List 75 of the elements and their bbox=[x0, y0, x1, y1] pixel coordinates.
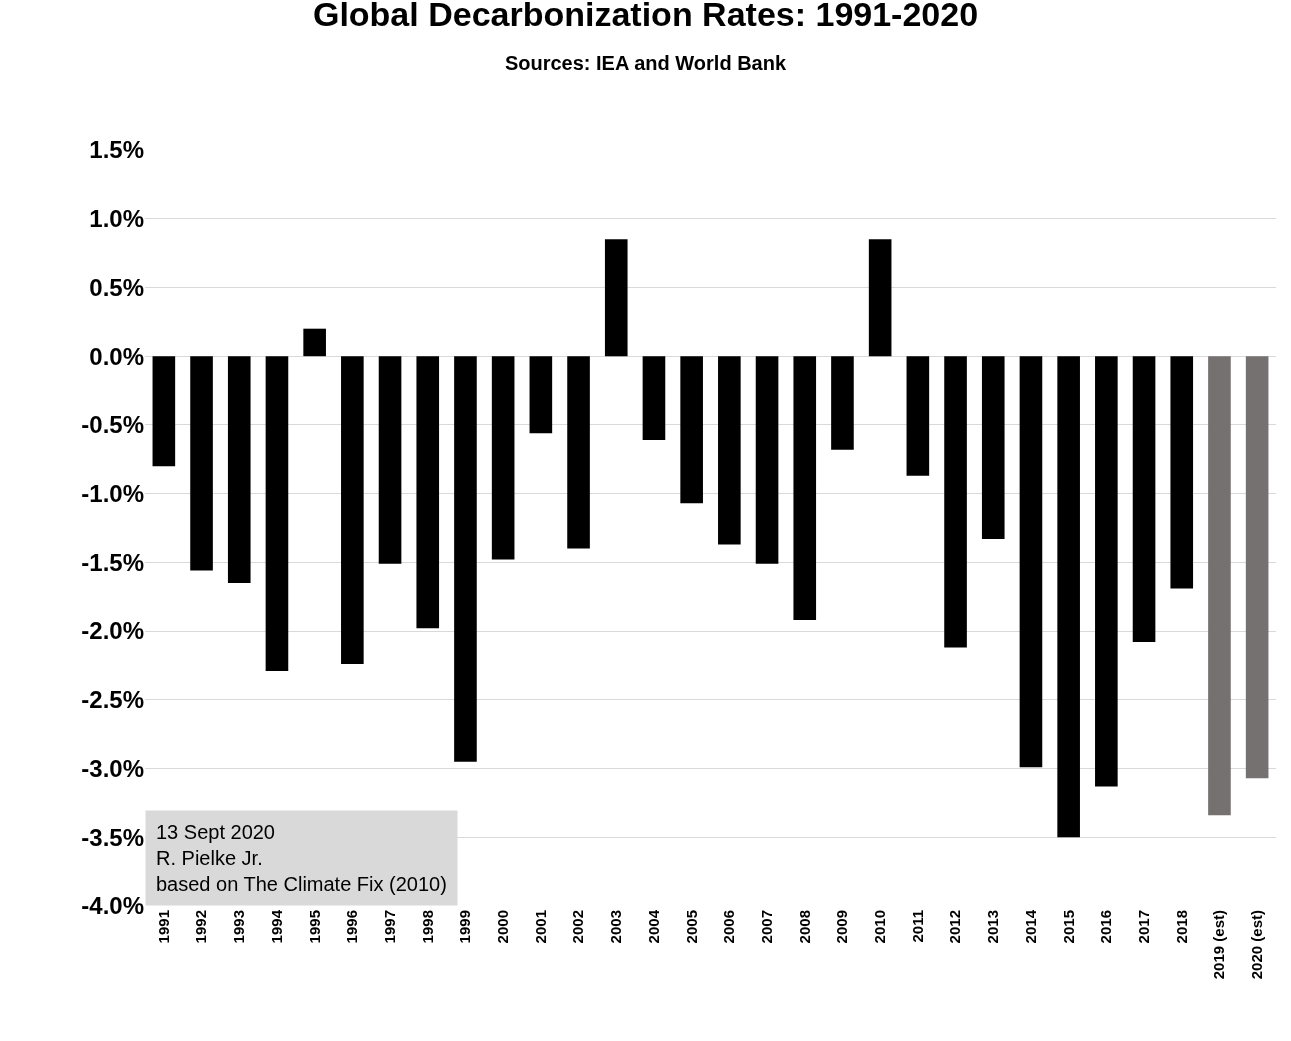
bar bbox=[1170, 356, 1194, 589]
bar bbox=[265, 356, 289, 671]
x-tick-label: 1993 bbox=[230, 910, 248, 944]
bar bbox=[680, 356, 703, 504]
y-tick-label: 1.0% bbox=[89, 205, 144, 233]
bar bbox=[1095, 356, 1118, 787]
bar bbox=[1208, 356, 1231, 816]
y-tick-label: -2.0% bbox=[81, 617, 144, 645]
bar bbox=[491, 356, 515, 560]
bar bbox=[831, 356, 854, 450]
bar bbox=[529, 356, 553, 434]
bar bbox=[1132, 356, 1156, 643]
x-tick-label: 2020 (est) bbox=[1248, 910, 1266, 980]
bar bbox=[1019, 356, 1043, 768]
bar bbox=[981, 356, 1005, 539]
bar bbox=[341, 356, 364, 665]
x-tick-label: 2017 bbox=[1134, 910, 1152, 944]
bar bbox=[642, 356, 666, 441]
y-tick-label: -1.5% bbox=[81, 548, 144, 576]
x-tick-label: 2016 bbox=[1097, 910, 1115, 944]
bar bbox=[190, 356, 213, 571]
x-tick-label: 2018 bbox=[1172, 910, 1190, 944]
x-tick-label: 1994 bbox=[267, 909, 285, 944]
bar bbox=[604, 239, 628, 357]
annotation: 13 Sept 2020 R. Pielke Jr. based on The Climate Fix (2010) bbox=[156, 821, 447, 895]
x-tick-label: 2007 bbox=[757, 910, 775, 944]
y-tick-label: 0.0% bbox=[89, 342, 144, 370]
bar bbox=[718, 356, 741, 545]
x-tick-label: 2009 bbox=[833, 910, 851, 944]
bar bbox=[793, 356, 817, 621]
x-tick-label: 2011 bbox=[908, 910, 926, 943]
x-tick-label: 1999 bbox=[456, 910, 474, 944]
bar bbox=[1057, 356, 1080, 838]
x-tick-label: 2004 bbox=[644, 909, 662, 944]
bar bbox=[303, 328, 326, 357]
x-tick-label: 2014 bbox=[1021, 909, 1039, 944]
x-tick-label: 1997 bbox=[380, 910, 398, 944]
bar bbox=[755, 356, 779, 564]
x-tick-label: 1992 bbox=[192, 910, 210, 944]
bar bbox=[944, 356, 967, 648]
bar bbox=[868, 239, 892, 357]
bar bbox=[416, 356, 440, 629]
y-tick-label: 0.5% bbox=[89, 273, 144, 301]
bar bbox=[1245, 356, 1269, 779]
y-tick-label: 1.5% bbox=[89, 136, 144, 164]
y-tick-label: -0.5% bbox=[81, 411, 144, 439]
x-tick-label: 2000 bbox=[494, 910, 512, 944]
x-tick-label: 2019 (est) bbox=[1210, 910, 1228, 980]
y-tick-label: -4.0% bbox=[81, 892, 144, 920]
x-tick-label: 2003 bbox=[607, 910, 625, 944]
y-tick-label: -3.0% bbox=[81, 754, 144, 782]
y-tick-label: -2.5% bbox=[81, 686, 144, 714]
x-tick-label: 1995 bbox=[305, 910, 323, 944]
chart-title: Global Decarbonization Rates: 1991-2020 bbox=[312, 0, 979, 34]
x-tick-label: 2001 bbox=[531, 910, 549, 944]
bar bbox=[227, 356, 251, 583]
x-tick-label: 2015 bbox=[1059, 910, 1077, 944]
bar bbox=[454, 356, 477, 762]
x-tick-label: 2008 bbox=[795, 910, 813, 944]
bar bbox=[152, 356, 176, 467]
x-tick-label: 2005 bbox=[682, 910, 700, 944]
x-tick-label: 2006 bbox=[720, 910, 738, 944]
x-tick-label: 1991 bbox=[154, 910, 172, 944]
bar bbox=[567, 356, 590, 549]
x-tick-label: 2010 bbox=[871, 910, 889, 944]
bar bbox=[378, 356, 402, 564]
x-tick-label: 1998 bbox=[418, 910, 436, 944]
x-tick-label: 2012 bbox=[946, 910, 964, 944]
bar bbox=[906, 356, 930, 476]
y-tick-label: -1.0% bbox=[81, 480, 144, 508]
x-tick-label: 2013 bbox=[984, 910, 1002, 944]
y-tick-label: -3.5% bbox=[81, 823, 144, 851]
x-tick-label: 2002 bbox=[569, 910, 587, 944]
chart-subtitle: Sources: IEA and World Bank bbox=[504, 52, 787, 75]
x-tick-label: 1996 bbox=[343, 910, 361, 944]
